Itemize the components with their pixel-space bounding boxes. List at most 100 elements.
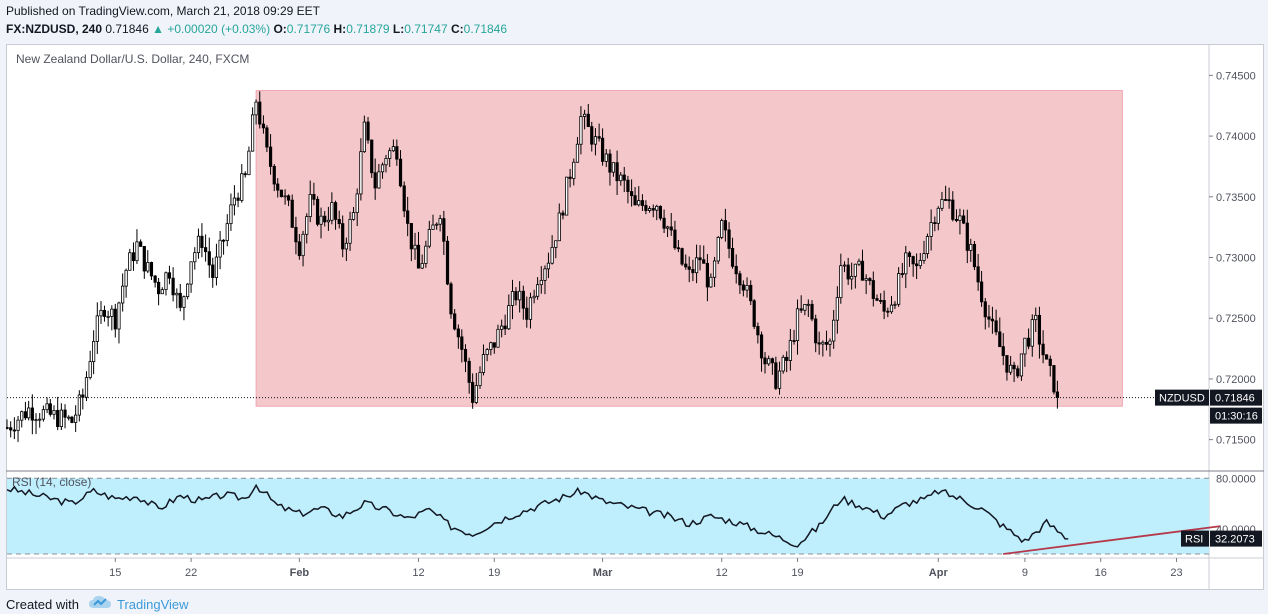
- candle: [308, 180, 312, 223]
- candle-body: [518, 290, 522, 301]
- candle-body: [875, 298, 879, 301]
- rsi-upper-label: 80.0000: [1216, 473, 1256, 485]
- candle-body: [333, 202, 338, 220]
- candle: [662, 209, 666, 234]
- candle: [561, 210, 565, 220]
- candle-body: [500, 325, 504, 330]
- candle-body: [767, 358, 771, 365]
- candle-body: [745, 285, 749, 291]
- candle: [142, 245, 146, 279]
- candle: [9, 421, 13, 438]
- y-tick-label: 0.73000: [1216, 253, 1256, 265]
- candle-body: [377, 171, 381, 189]
- candle: [218, 230, 222, 270]
- candle: [478, 366, 482, 389]
- candle: [359, 138, 363, 201]
- candle-body: [59, 409, 63, 428]
- tradingview-cloud-icon: [89, 596, 111, 608]
- candle: [12, 417, 16, 440]
- candle-body: [536, 284, 540, 297]
- candle: [756, 322, 760, 344]
- candle-body: [456, 328, 460, 338]
- candle: [1012, 361, 1016, 383]
- candle: [983, 298, 987, 330]
- candle-body: [258, 101, 262, 125]
- candle-body: [232, 197, 237, 206]
- x-tick-label: 19: [488, 567, 500, 579]
- candle: [258, 91, 262, 129]
- candle-body: [615, 162, 619, 182]
- candle-body: [297, 241, 301, 257]
- candle-body: [74, 414, 78, 423]
- candle-body: [777, 370, 782, 389]
- candle-body: [583, 113, 587, 117]
- candle: [146, 250, 150, 274]
- candle-body: [738, 273, 742, 286]
- chart-title: New Zealand Dollar/U.S. Dollar, 240, FXC…: [16, 52, 249, 66]
- candle-body: [478, 372, 482, 387]
- candle: [712, 256, 717, 287]
- candle-body: [496, 328, 500, 348]
- candle-body: [398, 158, 403, 187]
- candle: [600, 128, 605, 166]
- candle-body: [366, 121, 370, 141]
- candle-body: [268, 146, 273, 167]
- candle: [388, 147, 392, 168]
- candle-body: [626, 179, 630, 192]
- rsi-band: [7, 478, 1209, 554]
- candle-body: [608, 153, 612, 173]
- candle-body: [106, 316, 110, 318]
- candle: [442, 210, 446, 255]
- candle-body: [900, 273, 904, 275]
- candle-body: [579, 116, 583, 145]
- candle-body: [330, 202, 334, 221]
- candle-body: [630, 191, 634, 197]
- candle: [741, 280, 745, 297]
- price-chart[interactable]: New Zealand Dollar/U.S. Dollar, 240, FXC…: [6, 44, 1264, 590]
- candle-body: [435, 223, 439, 226]
- candle: [52, 405, 56, 420]
- candle-body: [925, 236, 930, 254]
- candle: [135, 229, 139, 265]
- candle-body: [142, 245, 146, 272]
- candle: [474, 373, 478, 405]
- candle-body: [723, 220, 727, 231]
- candle: [330, 192, 334, 225]
- candle: [67, 415, 71, 421]
- candle: [16, 416, 20, 442]
- candle-body: [933, 222, 937, 224]
- candle-body: [633, 195, 637, 206]
- candle-body: [586, 113, 590, 128]
- candle: [637, 186, 641, 207]
- tradingview-link[interactable]: TradingView: [117, 597, 189, 612]
- candle-body: [651, 208, 655, 211]
- y-tick-label: 0.73500: [1216, 192, 1256, 204]
- candle: [824, 330, 829, 351]
- candle: [124, 268, 128, 298]
- candle: [832, 309, 836, 349]
- candle-body: [380, 164, 385, 173]
- candle-body: [449, 283, 453, 315]
- candle-body: [182, 296, 186, 308]
- candle-body: [308, 194, 312, 218]
- candle: [546, 252, 551, 279]
- candle: [471, 373, 475, 409]
- candle: [45, 397, 49, 414]
- candle: [460, 329, 464, 363]
- candle: [936, 206, 940, 231]
- candle-body: [34, 419, 38, 422]
- candle-body: [1023, 337, 1027, 355]
- candle: [366, 117, 370, 144]
- candle: [438, 214, 442, 232]
- candle-body: [193, 252, 197, 263]
- candle: [842, 261, 847, 273]
- candle-body: [655, 205, 659, 211]
- candle-body: [691, 269, 695, 274]
- candle-body: [839, 265, 843, 298]
- candle: [99, 301, 103, 324]
- rsi-value-label: 32.2073: [1215, 534, 1255, 546]
- y-tick-label: 0.72000: [1216, 374, 1256, 386]
- candle-body: [1030, 319, 1034, 347]
- candle-body: [814, 318, 818, 344]
- candle-body: [568, 176, 572, 179]
